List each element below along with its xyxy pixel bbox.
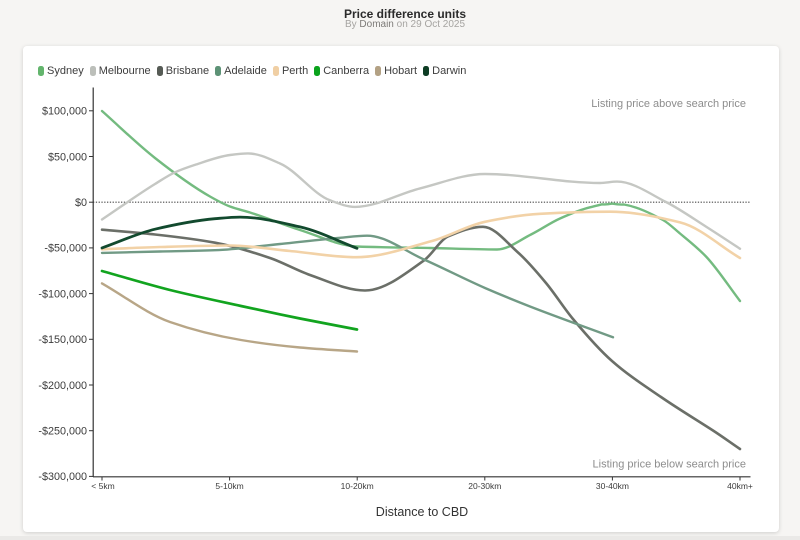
svg-text:$50,000: $50,000 — [48, 151, 87, 163]
svg-text:-$300,000: -$300,000 — [38, 471, 87, 483]
svg-text:-$150,000: -$150,000 — [38, 334, 87, 346]
svg-text:-$100,000: -$100,000 — [38, 288, 87, 300]
svg-text:10-20km: 10-20km — [341, 481, 374, 491]
svg-text:Listing price below search pri: Listing price below search price — [593, 459, 746, 471]
svg-text:Listing price above search pri: Listing price above search price — [591, 98, 746, 110]
svg-text:< 5km: < 5km — [91, 481, 114, 491]
svg-text:$100,000: $100,000 — [42, 106, 87, 118]
svg-text:Distance to CBD: Distance to CBD — [376, 505, 468, 519]
svg-text:30-40km: 30-40km — [596, 481, 629, 491]
svg-text:-$250,000: -$250,000 — [38, 426, 87, 438]
svg-text:$0: $0 — [75, 197, 87, 209]
svg-text:-$200,000: -$200,000 — [38, 380, 87, 392]
svg-text:-$50,000: -$50,000 — [44, 243, 87, 255]
svg-text:20-30km: 20-30km — [468, 481, 501, 491]
svg-text:5-10km: 5-10km — [215, 481, 243, 491]
svg-text:40km+: 40km+ — [727, 481, 753, 491]
